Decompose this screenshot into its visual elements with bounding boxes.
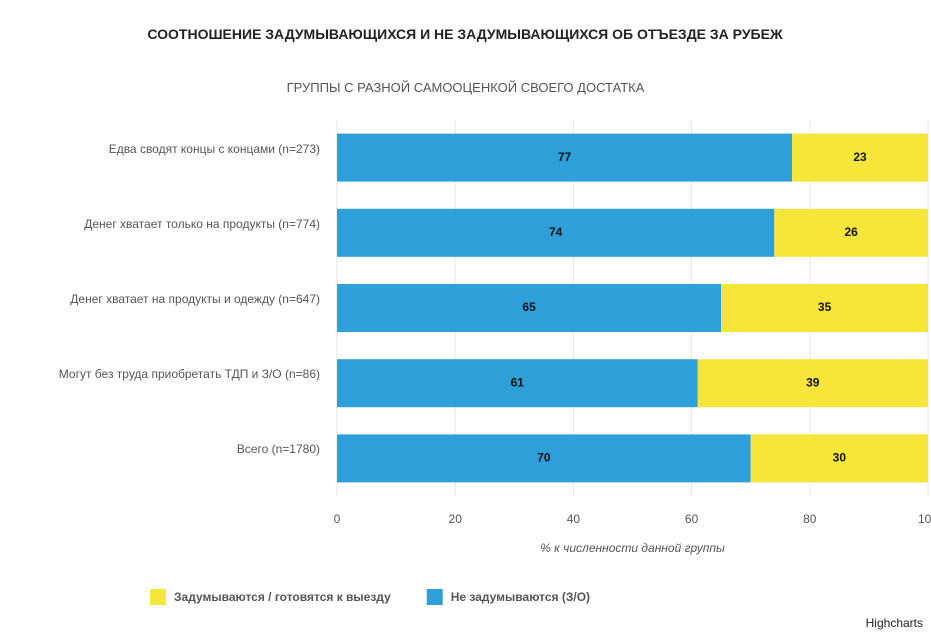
legend-swatch xyxy=(150,589,166,605)
x-tick-label: 100 xyxy=(918,512,931,526)
x-tick-label: 0 xyxy=(334,512,341,526)
x-tick-label: 80 xyxy=(803,512,817,526)
bar-segment xyxy=(721,284,928,332)
data-label: 23 xyxy=(853,150,867,164)
bar-segment xyxy=(697,359,928,408)
data-label: 65 xyxy=(522,300,536,314)
data-label: 74 xyxy=(549,225,563,239)
y-tick-label: Едва сводят концы с концами (n=273) xyxy=(108,141,320,156)
legend-label: Задумываются / готовятся к выезду xyxy=(174,590,391,604)
y-tick-label: Денег хватает на продукты и одежду (n=64… xyxy=(70,292,320,306)
x-tick-label: 20 xyxy=(449,512,463,526)
bar-segment xyxy=(337,208,775,257)
chart-title: СООТНОШЕНИЕ ЗАДУМЫВАЮЩИХСЯ И НЕ ЗАДУМЫВА… xyxy=(147,26,783,42)
data-label: 77 xyxy=(558,150,572,164)
bar-segment xyxy=(337,359,698,408)
y-tick-label: Всего (n=1780) xyxy=(236,442,320,457)
data-label: 70 xyxy=(537,451,551,465)
bar-segment xyxy=(337,284,722,332)
legend-swatch xyxy=(426,589,443,605)
credits[interactable]: Highcharts xyxy=(865,616,923,630)
y-tick-label: Могут без труда приобретать ТДП и З/О (n… xyxy=(58,367,320,382)
data-label: 61 xyxy=(511,375,525,389)
legend-label: Не задумываются (З/О) xyxy=(451,590,590,604)
x-tick-label: 40 xyxy=(567,512,581,526)
bar-segment xyxy=(337,434,751,483)
bar-segment xyxy=(792,133,928,182)
bar-segment xyxy=(774,208,928,257)
data-label: 35 xyxy=(818,300,832,314)
x-axis-title: % к численности данной группы xyxy=(540,541,725,555)
data-label: 26 xyxy=(844,225,858,239)
bar-segment xyxy=(750,434,928,483)
bar-segment xyxy=(337,133,793,182)
data-label: 39 xyxy=(806,375,820,389)
y-tick-label: Денег хватает только на продукты (n=774) xyxy=(84,216,320,231)
chart-subtitle: ГРУППЫ С РАЗНОЙ САМООЦЕНКОЙ СВОЕГО ДОСТА… xyxy=(286,80,645,95)
x-tick-label: 60 xyxy=(685,512,699,526)
data-label: 30 xyxy=(833,451,847,465)
